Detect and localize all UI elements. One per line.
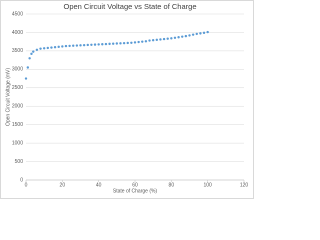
data-point <box>195 32 198 36</box>
data-point <box>126 41 129 45</box>
y-tick-label: 2500 <box>12 85 23 91</box>
data-point <box>68 44 71 48</box>
y-tick-label: 500 <box>15 159 24 165</box>
data-point <box>90 43 93 47</box>
data-point <box>199 32 202 35</box>
data-point <box>93 43 97 46</box>
data-point <box>173 36 177 39</box>
y-axis-label: Open Circuit Voltage (mV) <box>5 68 11 126</box>
x-tick-label: 120 <box>240 182 249 188</box>
chart-title: Open Circuit Voltage vs State of Charge <box>64 2 197 11</box>
data-point <box>101 43 104 46</box>
y-tick-label: 3500 <box>12 48 23 54</box>
data-point <box>86 43 89 47</box>
y-tick-label: 4000 <box>12 30 23 36</box>
data-point <box>130 41 133 44</box>
y-tick-label: 2000 <box>12 104 23 110</box>
x-tick-label: 20 <box>60 182 66 188</box>
y-tick-label: 0 <box>20 177 23 183</box>
data-point <box>24 77 28 80</box>
data-point <box>46 46 49 50</box>
data-point <box>26 66 30 69</box>
data-point <box>57 45 60 49</box>
x-tick-label: 60 <box>132 182 138 188</box>
data-point <box>53 46 57 49</box>
data-point <box>202 31 206 35</box>
y-tick-label: 4500 <box>12 11 23 17</box>
data-point <box>28 57 31 60</box>
data-point <box>159 38 162 41</box>
data-point <box>170 37 173 40</box>
data-point <box>79 44 82 47</box>
data-point <box>148 39 151 42</box>
data-point <box>151 38 155 42</box>
data-point <box>155 38 158 42</box>
data-point <box>115 42 119 45</box>
data-point <box>184 34 188 38</box>
data-point <box>177 36 180 39</box>
y-tick-label: 1000 <box>12 140 23 146</box>
y-tick-label: 3000 <box>12 67 23 73</box>
data-point <box>166 37 169 40</box>
data-point <box>35 48 39 51</box>
x-tick-label: 40 <box>96 182 102 188</box>
data-point <box>72 44 75 47</box>
data-point <box>104 42 108 46</box>
data-point <box>42 47 46 50</box>
x-axis-label: State of Charge (%) <box>113 188 158 194</box>
data-point <box>50 46 53 49</box>
x-tick-label: 100 <box>203 182 212 188</box>
data-point <box>122 41 126 45</box>
data-point <box>30 52 33 56</box>
data-point <box>137 40 140 44</box>
data-point <box>133 41 137 44</box>
chart-frame <box>0 0 254 199</box>
data-point <box>32 50 35 53</box>
data-point <box>188 34 191 37</box>
data-point <box>108 42 111 46</box>
data-point <box>141 40 144 43</box>
y-tick-label: 1500 <box>12 122 23 128</box>
data-point <box>97 43 100 46</box>
data-point <box>61 45 64 48</box>
data-point <box>144 40 148 43</box>
x-tick-label: 0 <box>25 182 28 188</box>
data-point <box>181 35 184 38</box>
data-point <box>64 44 68 48</box>
data-point <box>82 43 86 47</box>
chart: Open Circuit Voltage vs State of Charge … <box>0 0 254 199</box>
data-point <box>206 30 209 34</box>
data-point <box>119 42 122 45</box>
data-point <box>75 44 79 47</box>
data-point <box>112 42 115 45</box>
data-point <box>191 33 195 36</box>
x-tick-label: 80 <box>169 182 175 188</box>
data-point <box>39 47 42 50</box>
data-point <box>162 37 166 41</box>
